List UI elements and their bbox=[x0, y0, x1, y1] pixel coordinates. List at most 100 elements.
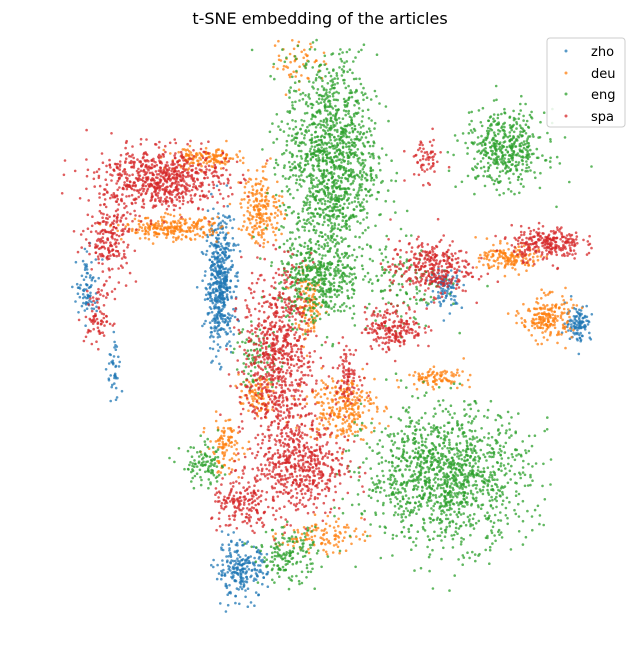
point-deu bbox=[357, 414, 360, 417]
point-eng bbox=[308, 206, 312, 209]
point-deu bbox=[523, 325, 527, 328]
point-eng bbox=[332, 197, 335, 201]
point-eng bbox=[341, 131, 345, 134]
point-eng bbox=[320, 343, 324, 347]
point-zho bbox=[242, 585, 245, 588]
point-zho bbox=[217, 349, 220, 353]
point-deu bbox=[246, 209, 249, 213]
point-eng bbox=[369, 172, 373, 176]
point-deu bbox=[432, 365, 436, 369]
point-eng bbox=[333, 136, 336, 139]
point-eng bbox=[345, 226, 348, 229]
point-deu bbox=[554, 304, 558, 307]
point-deu bbox=[344, 549, 348, 552]
point-deu bbox=[302, 290, 305, 293]
point-eng bbox=[469, 129, 473, 132]
point-deu bbox=[520, 321, 524, 325]
point-eng bbox=[361, 247, 364, 251]
point-eng bbox=[266, 191, 269, 195]
point-deu bbox=[307, 294, 311, 298]
point-eng bbox=[306, 125, 309, 129]
point-eng bbox=[332, 156, 336, 159]
point-eng bbox=[390, 159, 393, 162]
point-zho bbox=[242, 583, 246, 586]
point-deu bbox=[319, 388, 323, 391]
point-deu bbox=[247, 169, 250, 172]
point-eng bbox=[327, 280, 331, 283]
point-zho bbox=[236, 279, 240, 283]
point-deu bbox=[525, 269, 528, 273]
point-eng bbox=[326, 205, 329, 209]
point-zho bbox=[224, 226, 228, 229]
point-eng bbox=[315, 194, 318, 198]
point-eng bbox=[280, 189, 284, 193]
point-zho bbox=[210, 563, 213, 567]
point-deu bbox=[324, 383, 328, 386]
point-deu bbox=[225, 154, 228, 157]
point-eng bbox=[295, 262, 298, 266]
point-eng bbox=[340, 181, 343, 184]
point-deu bbox=[358, 394, 362, 398]
point-eng bbox=[345, 135, 349, 138]
point-eng bbox=[341, 127, 345, 131]
point-eng bbox=[510, 147, 513, 150]
point-eng bbox=[345, 252, 348, 256]
point-eng bbox=[281, 286, 285, 290]
point-zho bbox=[219, 221, 223, 224]
point-deu bbox=[271, 195, 275, 199]
point-deu bbox=[568, 315, 571, 319]
point-zho bbox=[85, 250, 89, 253]
point-eng bbox=[332, 213, 336, 216]
point-deu bbox=[328, 406, 331, 410]
point-eng bbox=[339, 48, 342, 51]
point-deu bbox=[318, 416, 322, 419]
point-eng bbox=[353, 124, 357, 128]
point-deu bbox=[126, 222, 129, 226]
point-zho bbox=[226, 603, 230, 607]
point-deu bbox=[320, 366, 324, 370]
point-deu bbox=[532, 252, 536, 255]
point-deu bbox=[322, 412, 325, 415]
point-zho bbox=[440, 289, 444, 293]
point-eng bbox=[290, 267, 293, 271]
point-eng bbox=[360, 91, 364, 94]
point-eng bbox=[452, 153, 455, 157]
point-zho bbox=[236, 271, 240, 274]
point-eng bbox=[362, 98, 365, 102]
point-deu bbox=[250, 395, 253, 398]
point-eng bbox=[324, 277, 328, 281]
point-deu bbox=[251, 230, 255, 234]
point-deu bbox=[438, 377, 441, 381]
point-deu bbox=[334, 385, 337, 389]
point-zho bbox=[241, 540, 244, 544]
point-zho bbox=[430, 300, 433, 304]
point-deu bbox=[432, 387, 436, 391]
point-eng bbox=[521, 134, 524, 138]
point-eng bbox=[305, 222, 308, 226]
point-zho bbox=[228, 267, 231, 271]
point-deu bbox=[230, 435, 234, 439]
point-eng bbox=[461, 132, 465, 135]
point-zho bbox=[218, 275, 222, 279]
point-deu bbox=[315, 417, 319, 421]
point-zho bbox=[214, 228, 218, 231]
point-deu bbox=[155, 232, 158, 235]
point-zho bbox=[223, 271, 226, 275]
point-deu bbox=[347, 417, 351, 420]
point-eng bbox=[312, 81, 315, 84]
point-zho bbox=[231, 237, 235, 240]
point-eng bbox=[495, 159, 499, 162]
point-zho bbox=[203, 322, 206, 326]
point-deu bbox=[162, 148, 166, 152]
point-deu bbox=[130, 229, 134, 233]
point-zho bbox=[203, 298, 207, 301]
point-zho bbox=[251, 561, 255, 564]
point-deu bbox=[190, 153, 194, 157]
point-deu bbox=[216, 426, 220, 429]
point-eng bbox=[319, 213, 323, 217]
point-deu bbox=[531, 321, 535, 325]
point-deu bbox=[498, 255, 502, 259]
point-zho bbox=[211, 319, 214, 323]
point-eng bbox=[321, 180, 325, 184]
point-deu bbox=[553, 326, 557, 330]
